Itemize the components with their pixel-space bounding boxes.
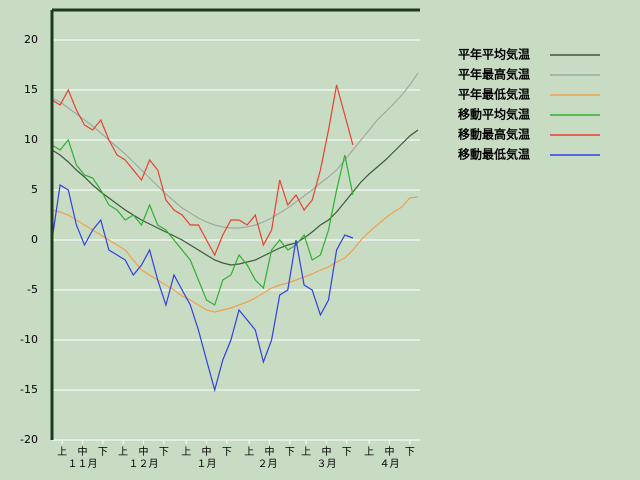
grid bbox=[52, 39, 420, 444]
legend-label: 移動最低気温 bbox=[458, 147, 530, 162]
y-tick-label: 20 bbox=[24, 33, 38, 46]
x-tick-label: 下 bbox=[405, 447, 415, 458]
x-tick-label: 中 bbox=[265, 445, 275, 458]
x-tick-label: 中 bbox=[77, 445, 87, 458]
month-label: ３月 bbox=[316, 458, 336, 470]
x-tick-label: 上 bbox=[301, 446, 311, 458]
x-tick-label: 上 bbox=[244, 446, 254, 458]
series-line bbox=[51, 138, 354, 306]
legend-label: 移動最高気温 bbox=[458, 127, 530, 142]
month-label: １２月 bbox=[128, 458, 158, 470]
x-tick-label: 上 bbox=[57, 446, 67, 458]
x-tick-label: 下 bbox=[285, 447, 295, 458]
legend-label: 移動平均気温 bbox=[458, 107, 530, 122]
y-tick-label: -20 bbox=[20, 433, 38, 446]
series-line bbox=[51, 184, 354, 393]
y-tick-label: 10 bbox=[24, 133, 38, 146]
plot-lines bbox=[51, 72, 419, 393]
y-tick-label: 15 bbox=[24, 83, 38, 96]
month-label: ２月 bbox=[258, 458, 278, 470]
x-tick-label: 下 bbox=[98, 447, 108, 458]
axis-labels: -20-15-10-505101520上中下上中下上中下上中下上中下上中下１１月… bbox=[20, 33, 415, 470]
y-tick-label: -10 bbox=[20, 333, 38, 346]
y-tick-label: -15 bbox=[20, 383, 38, 396]
month-label: ４月 bbox=[380, 458, 400, 470]
x-tick-label: 中 bbox=[385, 445, 395, 458]
legend-label: 平年最高気温 bbox=[458, 67, 530, 82]
month-label: １１月 bbox=[67, 458, 97, 470]
x-tick-label: 中 bbox=[138, 445, 148, 458]
y-tick-label: 0 bbox=[31, 233, 38, 246]
x-tick-label: 上 bbox=[118, 446, 128, 458]
x-tick-label: 下 bbox=[159, 447, 169, 458]
legend-label: 平年最低気温 bbox=[458, 87, 530, 102]
legend-label: 平年平均気温 bbox=[458, 47, 530, 62]
x-tick-label: 下 bbox=[342, 447, 352, 458]
x-tick-label: 下 bbox=[222, 447, 232, 458]
x-tick-label: 上 bbox=[364, 446, 374, 458]
x-tick-label: 上 bbox=[181, 446, 191, 458]
series-line bbox=[51, 196, 419, 313]
y-tick-label: -5 bbox=[27, 283, 38, 296]
x-tick-label: 中 bbox=[202, 445, 212, 458]
series-line bbox=[51, 72, 419, 229]
x-tick-label: 中 bbox=[321, 445, 331, 458]
month-label: １月 bbox=[197, 458, 217, 470]
y-tick-label: 5 bbox=[31, 183, 38, 196]
series-line bbox=[51, 84, 354, 257]
